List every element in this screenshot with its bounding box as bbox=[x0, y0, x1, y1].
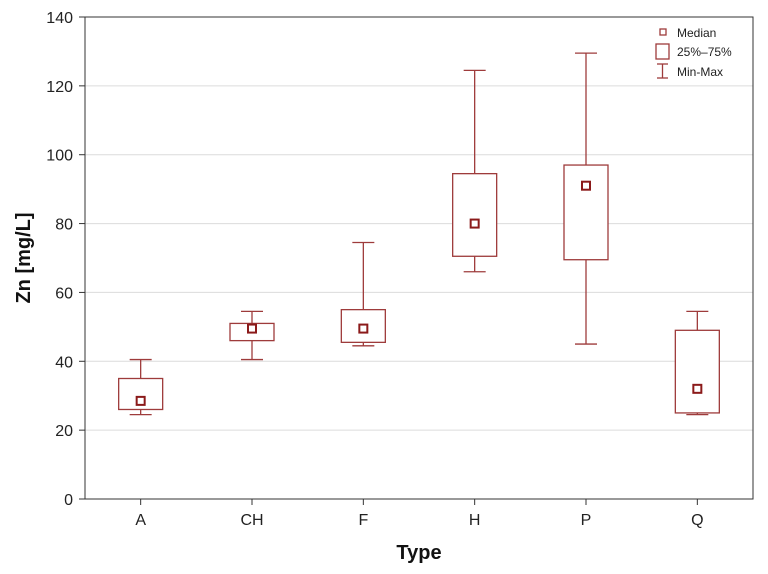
ytick-label-60: 60 bbox=[55, 285, 73, 302]
ytick-label-100: 100 bbox=[46, 148, 73, 165]
ytick-label-120: 120 bbox=[46, 79, 73, 96]
ytick-label-80: 80 bbox=[55, 217, 73, 234]
legend-box-marker bbox=[655, 43, 670, 60]
median-marker-f bbox=[358, 323, 369, 334]
ytick-label-0: 0 bbox=[64, 492, 73, 509]
iqr-box-q bbox=[674, 329, 720, 414]
median-marker-q bbox=[692, 383, 703, 394]
x-axis-title: Type bbox=[396, 542, 441, 564]
median-marker-ch bbox=[247, 323, 257, 334]
legend-whisker-label: Min-Max bbox=[677, 65, 723, 79]
ytick-label-40: 40 bbox=[55, 354, 73, 371]
axes-layer bbox=[79, 16, 754, 505]
legend-median-marker bbox=[659, 28, 667, 36]
boxes-layer bbox=[118, 52, 720, 416]
grid-layer bbox=[85, 85, 753, 431]
xtick-label-p: P bbox=[581, 512, 592, 529]
xtick-label-h: H bbox=[469, 512, 481, 529]
labels-layer: 0 20 40 60 80 100 120 140 A CH F H P Q Type Zn [mg/L] bbox=[13, 10, 704, 564]
plot-frame bbox=[84, 16, 754, 500]
iqr-box-h bbox=[452, 172, 498, 257]
legend: Median 25%–75% Min-Max bbox=[655, 26, 732, 79]
xtick-label-f: F bbox=[358, 512, 368, 529]
xtick-label-ch: CH bbox=[240, 512, 263, 529]
xtick-label-a: A bbox=[135, 512, 146, 529]
median-marker-h bbox=[469, 218, 480, 229]
ytick-label-140: 140 bbox=[46, 10, 73, 27]
legend-box-label: 25%–75% bbox=[677, 45, 732, 59]
legend-median-label: Median bbox=[677, 26, 716, 40]
median-marker-a bbox=[135, 395, 146, 406]
ytick-label-20: 20 bbox=[55, 423, 73, 440]
y-axis-title: Zn [mg/L] bbox=[13, 212, 35, 303]
iqr-box-p bbox=[563, 164, 609, 261]
xtick-label-q: Q bbox=[691, 512, 703, 529]
median-marker-p bbox=[581, 180, 591, 191]
